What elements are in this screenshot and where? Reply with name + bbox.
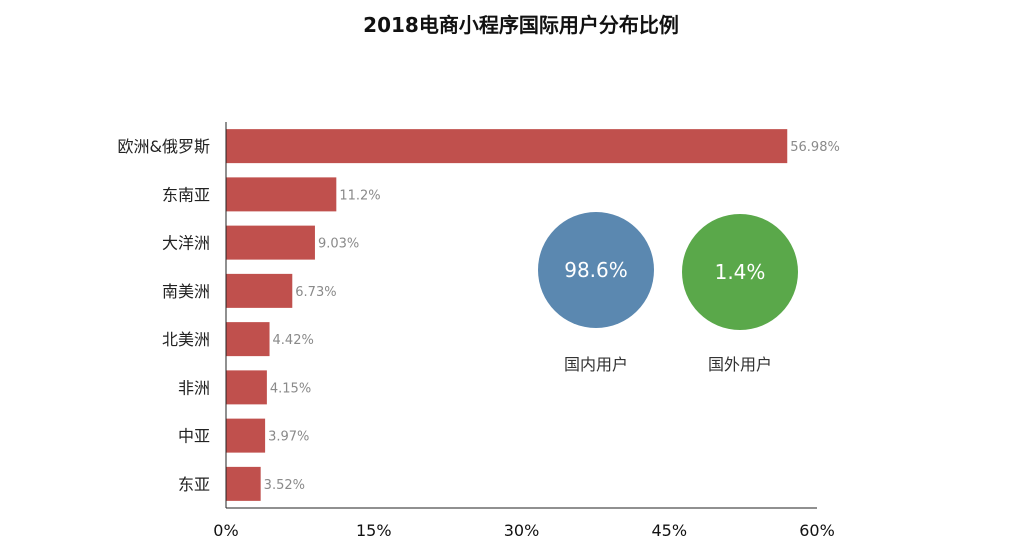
bubble-0: [538, 212, 654, 328]
x-tick-label: 0%: [213, 521, 238, 540]
value-label: 11.2%: [339, 188, 380, 203]
category-label: 东亚: [178, 475, 210, 494]
value-label: 9.03%: [318, 237, 359, 252]
bubble-group: 98.6% 国内用户 1.4% 国外用户: [538, 212, 798, 374]
bar-2: [226, 225, 315, 260]
axes: 0% 15% 30% 45% 60%: [213, 122, 835, 540]
bar-7: [226, 466, 261, 501]
x-tick-label: 30%: [504, 521, 540, 540]
x-tick-label: 60%: [799, 521, 835, 540]
category-label: 欧洲&俄罗斯: [118, 137, 210, 156]
bar-group: 欧洲&俄罗斯 56.98% 东南亚 11.2% 大洋洲 9.03% 南美洲 6.73% 北美洲 4…: [118, 129, 840, 501]
bar-5: [226, 370, 267, 405]
category-label: 东南亚: [162, 185, 210, 204]
bar-0: [226, 129, 788, 164]
value-label: 4.42%: [273, 333, 314, 348]
bubble-name-label: 国内用户: [564, 355, 628, 374]
chart-title: 2018电商小程序国际用户分布比例: [363, 13, 679, 37]
value-label: 3.52%: [264, 478, 305, 493]
x-tick-label: 45%: [651, 521, 687, 540]
bubble-1: [682, 214, 798, 330]
category-label: 大洋洲: [162, 234, 210, 253]
category-label: 中亚: [178, 427, 210, 446]
category-label: 南美洲: [162, 282, 210, 301]
value-label: 3.97%: [268, 430, 309, 445]
value-label: 6.73%: [295, 285, 336, 300]
bubble-name-label: 国外用户: [708, 355, 772, 374]
bubble-value-label: 1.4%: [715, 260, 766, 284]
bar-1: [226, 177, 337, 212]
x-tick-label: 15%: [356, 521, 392, 540]
bar-3: [226, 273, 293, 308]
value-label: 56.98%: [790, 140, 840, 155]
category-label: 非洲: [178, 378, 210, 397]
bar-4: [226, 322, 270, 357]
category-label: 北美洲: [162, 330, 210, 349]
bubble-value-label: 98.6%: [564, 258, 628, 282]
value-label: 4.15%: [270, 381, 311, 396]
bar-6: [226, 418, 266, 453]
